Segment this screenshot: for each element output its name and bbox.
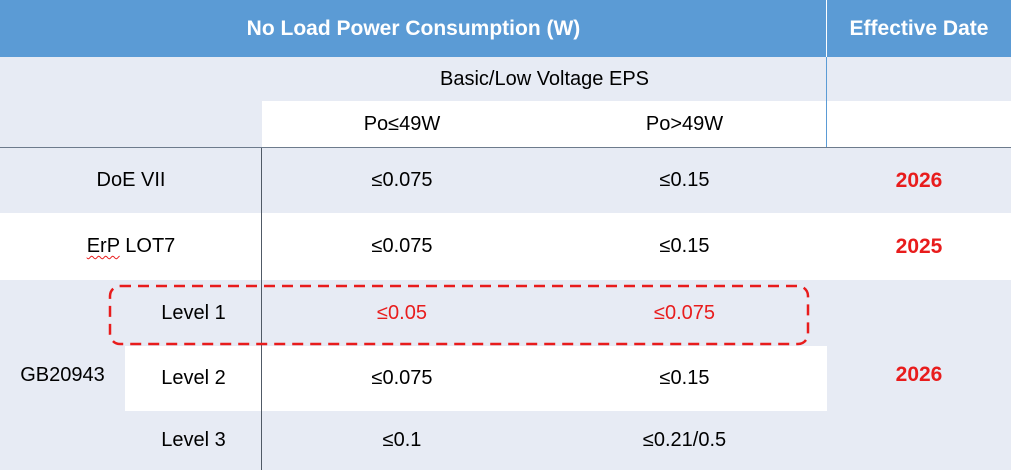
subheader-divider bbox=[826, 57, 827, 147]
row-gb-level1-col1: ≤0.05 bbox=[262, 280, 542, 346]
row-doe-col2-value: ≤0.15 bbox=[659, 169, 710, 191]
effective-date-header: Effective Date bbox=[827, 0, 1011, 57]
row-gb-level2-col1: ≤0.075 bbox=[262, 346, 542, 411]
table-title-header: No Load Power Consumption (W) bbox=[0, 0, 827, 57]
col-header-low-power: Po≤49W bbox=[262, 101, 542, 147]
col-header-high-power-label: Po>49W bbox=[645, 112, 724, 135]
row-gb-level2-name-cell: Level 2 bbox=[125, 346, 262, 411]
row-doe-date: 2026 bbox=[827, 148, 1011, 213]
row-gb-date: 2026 bbox=[827, 280, 1011, 470]
row-erp-col2-value: ≤0.15 bbox=[659, 235, 710, 257]
row-erp-date: 2025 bbox=[827, 213, 1011, 280]
row-gb-level1-col2: ≤0.075 bbox=[542, 280, 827, 346]
subheader-empty-cell bbox=[0, 57, 262, 147]
row-gb-level3-col1-value: ≤0.1 bbox=[382, 429, 422, 451]
effective-date-title: Effective Date bbox=[849, 16, 989, 40]
eps-group-header: Basic/Low Voltage EPS bbox=[262, 57, 827, 101]
row-doe-name-cell: DoE VII bbox=[0, 148, 262, 213]
row-erp-col2: ≤0.15 bbox=[542, 213, 827, 280]
row-gb-level2-col2-value: ≤0.15 bbox=[659, 367, 710, 389]
col-header-date-empty bbox=[827, 101, 1011, 147]
row-erp-date-value: 2025 bbox=[895, 234, 943, 258]
row-gb-date-value: 2026 bbox=[895, 363, 943, 386]
row-gb-level1-name-cell: Level 1 bbox=[125, 280, 262, 346]
row-gb-level2-col1-value: ≤0.075 bbox=[371, 367, 433, 389]
row-doe-col1: ≤0.075 bbox=[262, 148, 542, 213]
row-gb-name-cell: GB20943 bbox=[0, 280, 125, 470]
subheader-date-cell bbox=[827, 57, 1011, 101]
row-gb-name: GB20943 bbox=[20, 363, 105, 386]
row-gb-level3-name-cell: Level 3 bbox=[125, 411, 262, 470]
header-separator-line bbox=[0, 147, 1011, 148]
row-erp-col1: ≤0.075 bbox=[262, 213, 542, 280]
header-divider bbox=[826, 0, 827, 57]
row-doe-col2: ≤0.15 bbox=[542, 148, 827, 213]
table-title: No Load Power Consumption (W) bbox=[246, 16, 581, 40]
row-erp-name-suffix: LOT7 bbox=[119, 235, 176, 257]
row-gb-level1-col2-value: ≤0.075 bbox=[653, 301, 716, 324]
row-gb-level3-col1: ≤0.1 bbox=[262, 411, 542, 470]
row-gb-level3-col2: ≤0.21/0.5 bbox=[542, 411, 827, 470]
name-column-divider bbox=[261, 148, 262, 470]
row-erp-name-prefix: ErP bbox=[86, 235, 120, 257]
row-gb-level3-name: Level 3 bbox=[161, 429, 226, 451]
row-erp-col1-value: ≤0.075 bbox=[371, 235, 433, 257]
row-gb-level2-col2: ≤0.15 bbox=[542, 346, 827, 411]
col-header-high-power: Po>49W bbox=[542, 101, 827, 147]
level1-highlight-rect bbox=[108, 284, 810, 346]
row-gb-level1-col1-value: ≤0.05 bbox=[377, 301, 427, 324]
row-erp-name: ErP LOT7 bbox=[87, 235, 176, 258]
col-header-low-power-label: Po≤49W bbox=[363, 112, 441, 135]
row-gb-level1-name: Level 1 bbox=[161, 301, 226, 324]
eps-group-label: Basic/Low Voltage EPS bbox=[439, 67, 649, 90]
row-doe-name: DoE VII bbox=[96, 169, 166, 191]
row-gb-level3-col2-value: ≤0.21/0.5 bbox=[642, 429, 727, 451]
row-doe-col1-value: ≤0.075 bbox=[371, 169, 433, 191]
row-gb-level2-name: Level 2 bbox=[161, 367, 226, 389]
row-erp-name-cell: ErP LOT7 bbox=[0, 213, 262, 280]
row-doe-date-value: 2026 bbox=[895, 168, 943, 192]
